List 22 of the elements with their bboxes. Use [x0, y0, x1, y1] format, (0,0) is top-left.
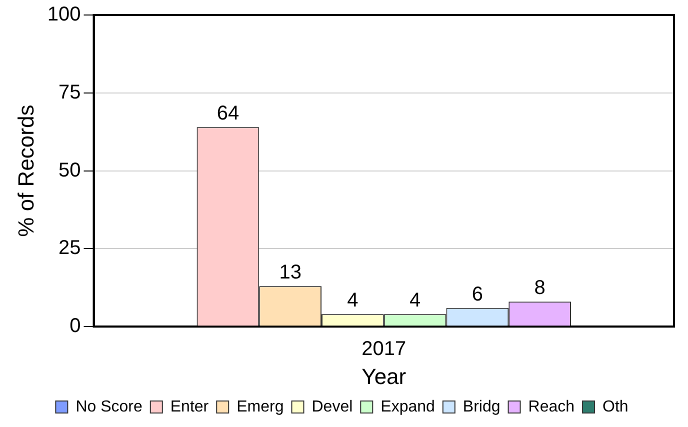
data-label: 8: [534, 277, 546, 300]
data-label: 6: [472, 283, 484, 306]
y-tick-label: 25: [58, 237, 81, 260]
legend-label: Emerg: [236, 398, 284, 416]
y-tick-label: 75: [58, 81, 81, 104]
legend-label: Reach: [528, 398, 575, 416]
data-label: 4: [347, 290, 358, 312]
legend-label: Bridg: [462, 398, 500, 416]
y-axis-title: % of Records: [13, 104, 38, 237]
y-tick-label: 50: [58, 159, 81, 182]
y-tick-label: 0: [70, 315, 81, 338]
legend-label: Expand: [380, 398, 435, 416]
data-label: 13: [279, 262, 302, 284]
y-tick-label: 100: [47, 4, 81, 26]
legend-label: No Score: [76, 398, 142, 416]
data-label: 64: [216, 102, 240, 125]
data-label: 4: [410, 290, 421, 312]
legend-label: Oth: [602, 398, 628, 416]
x-tick-label: 2017: [362, 338, 406, 360]
legend-label: Enter: [170, 398, 210, 416]
x-axis-title: Year: [362, 364, 406, 389]
legend-label: Devel: [312, 398, 353, 416]
